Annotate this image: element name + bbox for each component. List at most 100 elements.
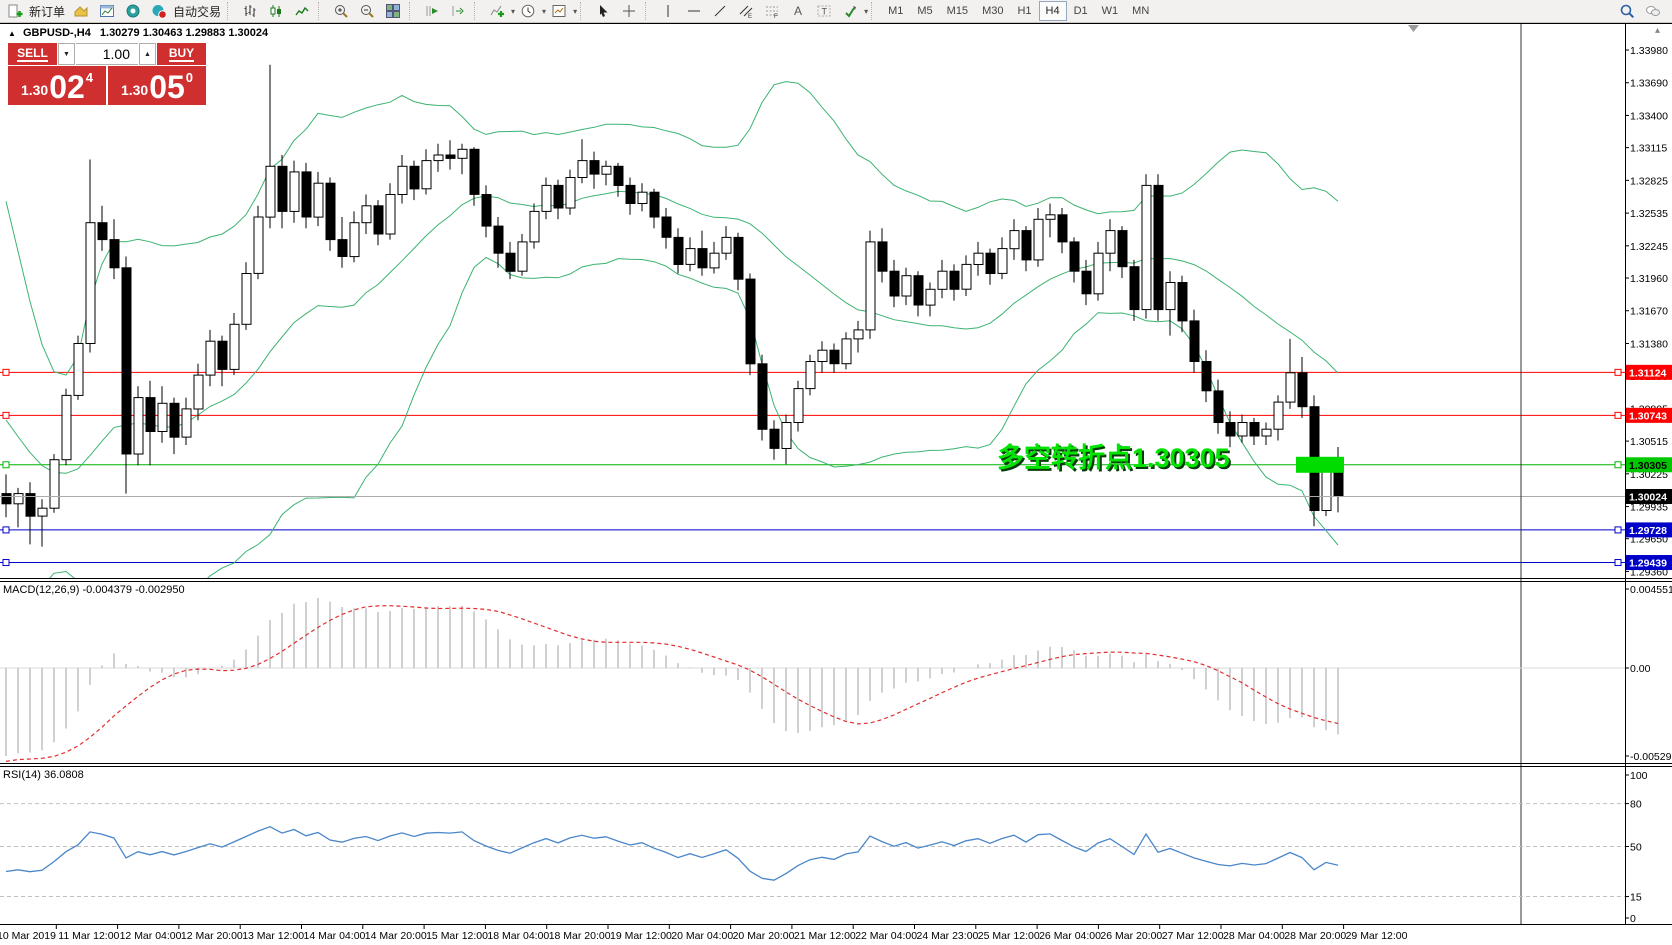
chat-icon[interactable] — [1640, 1, 1666, 22]
price-badge — [1626, 489, 1672, 505]
sell-button[interactable]: SELL — [8, 43, 57, 65]
volume-up-button[interactable]: ▲ — [139, 43, 156, 65]
timeframe-m1-button[interactable]: M1 — [888, 5, 904, 17]
volume-down-button[interactable]: ▼ — [58, 43, 75, 65]
collapse-panel-icon[interactable]: ▲ — [8, 29, 16, 38]
time-tick-label: 14 Mar 04:00 — [304, 930, 366, 942]
zoom-in-icon[interactable] — [328, 1, 354, 22]
buy-price[interactable]: 1.30 05 0 — [108, 66, 206, 105]
rsi-pane[interactable] — [0, 803, 1625, 897]
autotrading-icon-label[interactable]: 自动交易 — [173, 4, 222, 19]
data-window-icon[interactable] — [120, 1, 146, 22]
new-order-icon[interactable] — [2, 1, 28, 22]
timeframe-m5-button[interactable]: M5 — [917, 5, 933, 17]
time-axis[interactable]: 10 Mar 2019 11 Mar 12:00 12 Mar 04:00 12 Ma… — [0, 924, 1408, 942]
candle-body — [841, 338, 852, 365]
channel-icon[interactable]: E — [733, 1, 759, 22]
candles-icon[interactable] — [263, 1, 289, 22]
line-handle[interactable] — [2, 368, 10, 376]
buy-button[interactable]: BUY — [157, 43, 206, 65]
time-tick-label: 18 Mar 04:00 — [487, 930, 549, 942]
hline-icon[interactable] — [681, 1, 707, 22]
timeframe-m30-button[interactable]: M30 — [982, 5, 1004, 17]
chart-shift-icon[interactable] — [445, 1, 471, 22]
autotrading-icon[interactable] — [146, 1, 172, 22]
candle-body — [1189, 320, 1200, 362]
timeframe-h1-button[interactable]: H1 — [1017, 5, 1032, 17]
zoom-out-icon[interactable] — [354, 1, 380, 22]
candle-body — [661, 216, 672, 238]
volume-input[interactable]: 1.00 — [76, 43, 138, 65]
new-order-icon-label[interactable]: 新订单 — [29, 4, 66, 19]
candle-body — [745, 278, 756, 365]
vline-icon[interactable] — [655, 1, 681, 22]
timeframe-mn-button[interactable]: MN — [1132, 5, 1150, 17]
crosshair-icon[interactable] — [616, 1, 642, 22]
candle-body — [793, 388, 804, 424]
candle-body — [193, 374, 204, 410]
templates-icon[interactable] — [546, 1, 572, 22]
periods-icon[interactable] — [515, 1, 541, 22]
candle-body — [925, 288, 936, 306]
candle-body — [985, 252, 996, 274]
timeframe-h4-button[interactable]: H4 — [1038, 1, 1067, 21]
templates-icon-dropdown[interactable]: ▾ — [573, 6, 578, 16]
toolbar-separator — [580, 2, 587, 20]
autoscroll-icon[interactable] — [419, 1, 445, 22]
line-handle[interactable] — [2, 526, 10, 534]
line-handle[interactable] — [2, 559, 10, 567]
line-handle[interactable] — [2, 411, 10, 419]
line-handle[interactable] — [2, 461, 10, 469]
arrows-icon-dropdown[interactable]: ▾ — [864, 6, 869, 16]
search-icon[interactable] — [1614, 1, 1640, 22]
timeframe-m15-button[interactable]: M15 — [946, 5, 969, 17]
periods-icon-dropdown[interactable]: ▾ — [542, 6, 547, 16]
line-handle[interactable] — [1614, 461, 1622, 469]
price-tick-label: 1.31960 — [1630, 273, 1668, 285]
price-tick-label: 1.33400 — [1630, 110, 1668, 122]
indicators-icon-dropdown[interactable]: ▾ — [511, 6, 516, 16]
macd-axis-label: -0.005295 — [1630, 751, 1672, 763]
line-handle[interactable] — [1614, 526, 1622, 534]
chart-profile-icon[interactable] — [68, 1, 94, 22]
line-chart-icon[interactable] — [289, 1, 315, 22]
price-tick-label: 1.33980 — [1630, 45, 1668, 57]
annotation-text-shadow: 多空转折点1.30305 — [999, 444, 1232, 475]
timeframe-d1-button[interactable]: D1 — [1073, 5, 1088, 17]
line-handle[interactable] — [1614, 368, 1622, 376]
toolbar-separator — [227, 2, 234, 20]
text-icon[interactable]: A — [785, 1, 811, 22]
time-tick-label: 10 Mar 2019 — [0, 930, 56, 942]
line-handle[interactable] — [1614, 559, 1622, 567]
indicators-icon[interactable] — [484, 1, 510, 22]
candle-body — [541, 184, 552, 212]
fibo-icon[interactable]: F — [759, 1, 785, 22]
time-tick-label: 28 Mar 04:00 — [1223, 930, 1285, 942]
arrows-icon[interactable] — [837, 1, 863, 22]
macd-pane[interactable] — [0, 598, 1625, 762]
candle-body — [901, 275, 912, 297]
candle-body — [1141, 184, 1152, 311]
price-badge-label: 1.30305 — [1629, 460, 1667, 472]
bars-icon[interactable] — [237, 1, 263, 22]
timeframe-w1-button[interactable]: W1 — [1101, 5, 1119, 17]
new-chart-icon[interactable] — [94, 1, 120, 22]
trendline-icon[interactable] — [707, 1, 733, 22]
price-tick-label: 1.33115 — [1630, 143, 1667, 155]
toolbar-separator — [645, 2, 652, 20]
chart-shift-marker[interactable] — [1408, 25, 1419, 32]
line-handle[interactable] — [1614, 411, 1622, 419]
candle-body — [385, 194, 396, 235]
one-click-trading-panel: SELL ▼ 1.00 ▲ BUY 1.30 02 4 1.30 05 0 — [8, 43, 206, 105]
annotation-bar[interactable] — [1296, 456, 1344, 473]
label-icon[interactable]: T — [811, 1, 837, 22]
price-axis[interactable]: 1.33980 1.33690 1.33400 1.33115 1.32825 1.325… — [1625, 45, 1672, 925]
tile-windows-icon[interactable] — [380, 1, 406, 22]
cursor-icon[interactable] — [590, 1, 616, 22]
sell-price[interactable]: 1.30 02 4 — [8, 66, 106, 105]
candle-body — [97, 222, 108, 241]
candle-body — [733, 236, 744, 280]
